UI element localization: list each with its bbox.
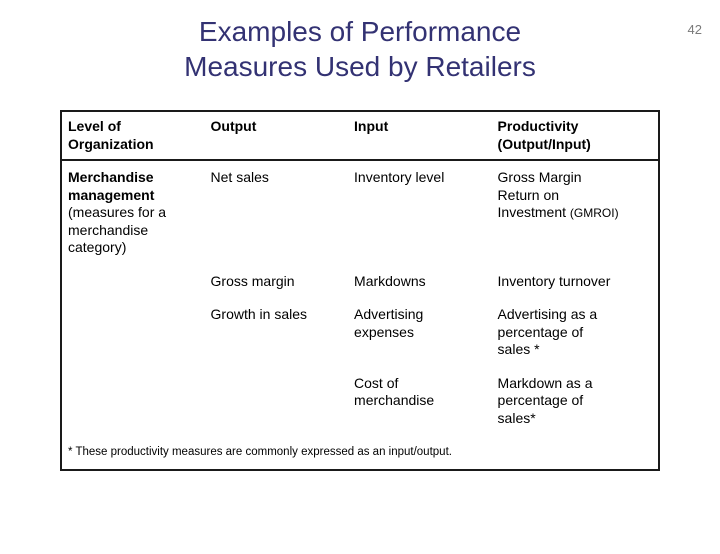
title-line-2: Measures Used by Retailers xyxy=(184,51,536,82)
table-row: Gross margin Markdowns Inventory turnove… xyxy=(61,265,659,299)
cell-output xyxy=(205,367,349,436)
cell-level-plain2: merchandise xyxy=(68,222,148,238)
cell-prod-l2: percentage of xyxy=(498,392,584,408)
cell-level xyxy=(61,298,205,367)
cell-input-l1: Advertising xyxy=(354,306,423,322)
cell-output: Gross margin xyxy=(205,265,349,299)
page-number: 42 xyxy=(688,22,702,37)
footnote-text: * These productivity measures are common… xyxy=(61,435,659,470)
cell-input-l2: merchandise xyxy=(354,392,434,408)
table-row: Cost of merchandise Markdown as a percen… xyxy=(61,367,659,436)
header-col4-line2: (Output/Input) xyxy=(498,136,591,152)
cell-level-plain1: (measures for a xyxy=(68,204,166,220)
header-output: Output xyxy=(205,111,349,160)
cell-level-plain3: category) xyxy=(68,239,126,255)
cell-level xyxy=(61,367,205,436)
header-col4-line1: Productivity xyxy=(498,118,579,134)
header-input: Input xyxy=(348,111,492,160)
slide-title: Examples of Performance Measures Used by… xyxy=(0,14,720,84)
cell-prod-l1: Advertising as a xyxy=(498,306,598,322)
cell-productivity: Gross Margin Return on Investment (GMROI… xyxy=(492,160,659,265)
cell-prod-l1: Gross Margin xyxy=(498,169,582,185)
header-level-of-organization: Level of Organization xyxy=(61,111,205,160)
cell-productivity: Advertising as a percentage of sales * xyxy=(492,298,659,367)
footnote-row: * These productivity measures are common… xyxy=(61,435,659,470)
cell-prod-l1: Markdown as a xyxy=(498,375,593,391)
cell-level: Merchandise management (measures for a m… xyxy=(61,160,205,265)
cell-prod-l3a: Investment xyxy=(498,204,570,220)
header-col1-line1: Level of xyxy=(68,118,121,134)
cell-prod-l3: sales * xyxy=(498,341,540,357)
cell-level xyxy=(61,265,205,299)
table-header-row: Level of Organization Output Input Produ… xyxy=(61,111,659,160)
cell-prod-l3: sales* xyxy=(498,410,536,426)
cell-productivity: Inventory turnover xyxy=(492,265,659,299)
performance-measures-table: Level of Organization Output Input Produ… xyxy=(60,110,660,471)
cell-prod-l3b: (GMROI) xyxy=(570,206,619,220)
cell-output: Net sales xyxy=(205,160,349,265)
cell-prod-l2: percentage of xyxy=(498,324,584,340)
header-col1-line2: Organization xyxy=(68,136,154,152)
cell-prod-l2: Return on xyxy=(498,187,559,203)
cell-level-bold1: Merchandise xyxy=(68,169,154,185)
cell-output: Growth in sales xyxy=(205,298,349,367)
cell-productivity: Markdown as a percentage of sales* xyxy=(492,367,659,436)
table-container: Level of Organization Output Input Produ… xyxy=(60,110,660,471)
cell-input-l2: expenses xyxy=(354,324,414,340)
cell-input: Advertising expenses xyxy=(348,298,492,367)
title-line-1: Examples of Performance xyxy=(199,16,521,47)
cell-level-bold2: management xyxy=(68,187,154,203)
table-row: Merchandise management (measures for a m… xyxy=(61,160,659,265)
cell-input: Cost of merchandise xyxy=(348,367,492,436)
cell-input-l1: Cost of xyxy=(354,375,398,391)
cell-input: Markdowns xyxy=(348,265,492,299)
cell-input: Inventory level xyxy=(348,160,492,265)
header-productivity: Productivity (Output/Input) xyxy=(492,111,659,160)
table-row: Growth in sales Advertising expenses Adv… xyxy=(61,298,659,367)
